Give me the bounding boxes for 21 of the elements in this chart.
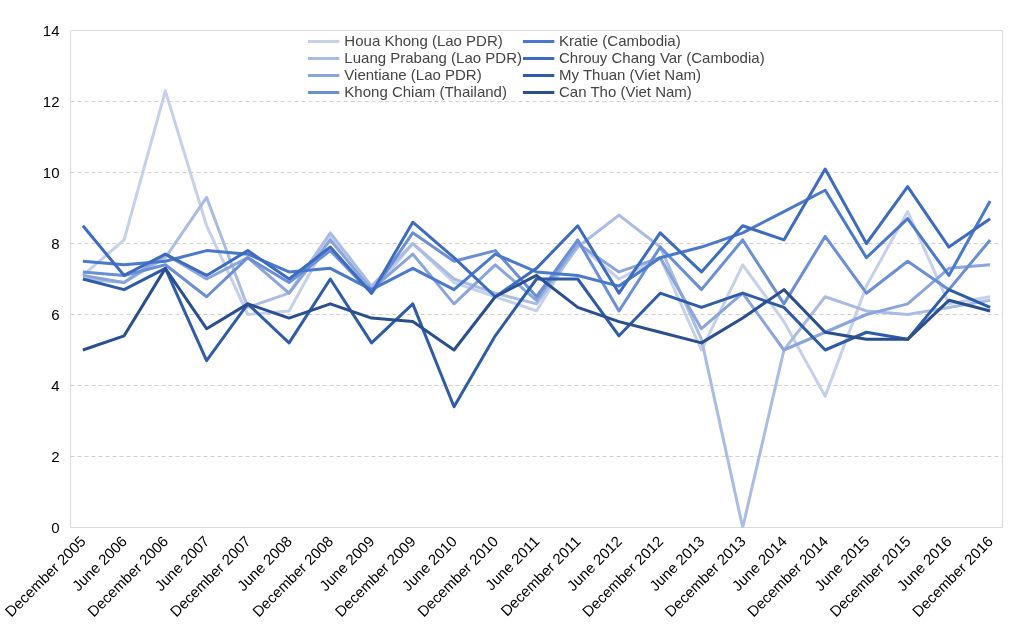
legend-label: Khong Chiam (Thailand) [344,83,507,100]
legend-label: Vientiane (Lao PDR) [344,66,482,83]
legend-label: Chrouy Chang Var (Cambodia) [558,49,765,66]
y-tick-label: 8 [51,234,60,252]
line-series [81,167,992,299]
line-series [81,266,992,409]
y-tick-label: 4 [51,376,60,394]
y-tick-label: 6 [51,305,60,323]
legend-label: Luang Prabang (Lao PDR) [344,49,522,66]
y-tick-label: 0 [51,518,60,536]
line-series [81,266,992,352]
y-tick-label: 2 [51,447,60,465]
line-series [81,188,992,292]
y-tick-label: 10 [42,163,60,181]
legend-label: Houa Khong (Lao PDR) [344,32,503,49]
line-series [81,231,992,313]
legend-label: My Thuan (Viet Nam) [558,66,701,83]
y-tick-label: 12 [42,92,60,110]
legend-label: Kratie (Cambodia) [558,32,681,49]
legend-label: Can Tho (Viet Nam) [558,83,692,100]
y-tick-label: 14 [42,21,60,39]
